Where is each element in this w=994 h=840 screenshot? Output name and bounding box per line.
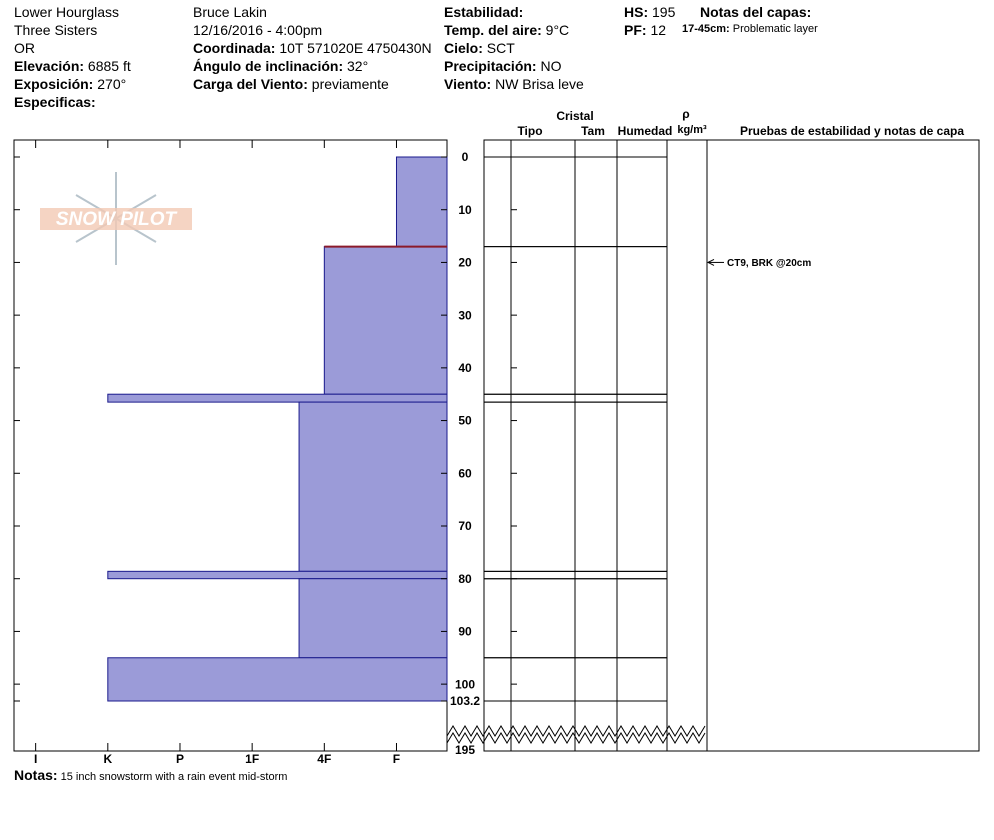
field-value: 10T 571020E 4750430N bbox=[279, 40, 432, 56]
layer-note: 17-45cm: Problematic layer bbox=[682, 23, 818, 35]
field-label: Ángulo de inclinación: bbox=[193, 58, 344, 74]
y-tick-label: 100 bbox=[455, 677, 475, 691]
header-field: Bruce Lakin bbox=[193, 4, 267, 20]
header-field: HS: 195 bbox=[624, 4, 675, 20]
x-tick-label: 1F bbox=[245, 752, 259, 766]
field-label: Temp. del aire: bbox=[444, 22, 542, 38]
header-field: OR bbox=[14, 40, 35, 56]
field-label: Viento: bbox=[444, 76, 492, 92]
field-value: 12/16/2016 - 4:00pm bbox=[193, 22, 323, 38]
y-tick-label: 80 bbox=[458, 572, 472, 586]
field-label: Especificas: bbox=[14, 94, 96, 110]
test-label: CT9, BRK @20cm bbox=[727, 258, 811, 269]
y-tick-label: 50 bbox=[458, 414, 472, 428]
y-tick-label: 20 bbox=[458, 256, 472, 270]
field-label: Coordinada: bbox=[193, 40, 276, 56]
logo-text: SNOW PILOT bbox=[56, 209, 178, 230]
header-field: Precipitación: NO bbox=[444, 58, 561, 74]
y-tick-label: 70 bbox=[458, 519, 472, 533]
field-label: Elevación: bbox=[14, 58, 85, 74]
header-field: Estabilidad: bbox=[444, 4, 523, 20]
header-field: Three Sisters bbox=[14, 22, 97, 38]
field-value: previamente bbox=[311, 76, 389, 92]
field-label: Estabilidad: bbox=[444, 4, 524, 20]
field-value: Lower Hourglass bbox=[14, 4, 120, 20]
field-value: 12 bbox=[650, 22, 667, 38]
field-value: 32° bbox=[347, 58, 369, 74]
x-tick-label: 4F bbox=[317, 752, 331, 766]
field-value: SCT bbox=[486, 40, 515, 56]
col-header: Cristal bbox=[556, 109, 593, 123]
header-field: Viento: NW Brisa leve bbox=[444, 76, 584, 92]
y-tick-label: 103.2 bbox=[450, 694, 480, 708]
notes-text: 15 inch snowstorm with a rain event mid-… bbox=[60, 771, 288, 783]
col-header: Tipo bbox=[517, 124, 542, 138]
hardness-bar bbox=[298, 401, 448, 572]
layer-note-range: 17-45cm: bbox=[682, 23, 730, 35]
field-value: NO bbox=[540, 58, 562, 74]
x-tick-label: I bbox=[34, 752, 37, 766]
col-header: Tam bbox=[581, 124, 605, 138]
header-field: 12/16/2016 - 4:00pm bbox=[193, 22, 322, 38]
header-field: Temp. del aire: 9°C bbox=[444, 22, 569, 38]
layer-notes-title: Notas del capas: bbox=[700, 4, 812, 20]
y-tick-label: 60 bbox=[458, 466, 472, 480]
col-header: Humedad bbox=[618, 124, 673, 138]
header-field: PF: 12 bbox=[624, 22, 666, 38]
field-value: 195 bbox=[652, 4, 676, 20]
test-arrowhead bbox=[706, 258, 715, 266]
header-field: Lower Hourglass bbox=[14, 4, 119, 20]
y-tick-label: 90 bbox=[458, 625, 472, 639]
axis-break bbox=[446, 732, 706, 744]
grid-frame bbox=[483, 139, 980, 752]
field-label: PF: bbox=[624, 22, 647, 38]
header-field: Carga del Viento: previamente bbox=[193, 76, 389, 92]
hardness-bar bbox=[107, 393, 448, 403]
field-label: Carga del Viento: bbox=[193, 76, 308, 92]
field-label: Precipitación: bbox=[444, 58, 537, 74]
y-tick-label: 10 bbox=[458, 203, 472, 217]
x-tick-label: K bbox=[103, 752, 112, 766]
y-tick-label: 30 bbox=[458, 308, 472, 322]
col-header: ρ bbox=[682, 107, 689, 121]
field-value: Three Sisters bbox=[14, 22, 98, 38]
y-tick-label: 40 bbox=[458, 361, 472, 375]
header-field: Cielo: SCT bbox=[444, 40, 515, 56]
x-tick-label: P bbox=[176, 752, 184, 766]
header-field: Exposición: 270° bbox=[14, 76, 126, 92]
hardness-bar bbox=[107, 570, 448, 580]
field-value: 270° bbox=[97, 76, 127, 92]
x-tick-label: F bbox=[393, 752, 400, 766]
header-field: Elevación: 6885 ft bbox=[14, 58, 131, 74]
col-header: Pruebas de estabilidad y notas de capa bbox=[740, 124, 964, 138]
y-tick-label: 0 bbox=[462, 150, 469, 164]
field-label: Exposición: bbox=[14, 76, 94, 92]
logo-band bbox=[40, 208, 192, 230]
layer-note-text: Problematic layer bbox=[732, 23, 818, 35]
hardness-bar bbox=[107, 657, 448, 702]
hardness-bar bbox=[395, 156, 448, 248]
header-field: Coordinada: 10T 571020E 4750430N bbox=[193, 40, 432, 56]
header-field: Ángulo de inclinación: 32° bbox=[193, 58, 368, 74]
field-label: Cielo: bbox=[444, 40, 483, 56]
notes: Notas: 15 inch snowstorm with a rain eve… bbox=[14, 767, 287, 783]
total-depth-label: 195 bbox=[455, 743, 475, 757]
hardness-bar bbox=[298, 578, 448, 659]
field-label: HS: bbox=[624, 4, 649, 20]
notes-label: Notas: bbox=[14, 767, 58, 783]
field-value: 9°C bbox=[545, 22, 570, 38]
hardness-bar bbox=[323, 246, 448, 395]
field-value: NW Brisa leve bbox=[495, 76, 584, 92]
header-field: Especificas: bbox=[14, 94, 96, 110]
axis-break bbox=[446, 725, 706, 737]
field-value: 6885 ft bbox=[87, 58, 131, 74]
field-value: OR bbox=[14, 40, 35, 56]
col-header: kg/m³ bbox=[677, 124, 707, 136]
field-value: Bruce Lakin bbox=[193, 4, 267, 20]
